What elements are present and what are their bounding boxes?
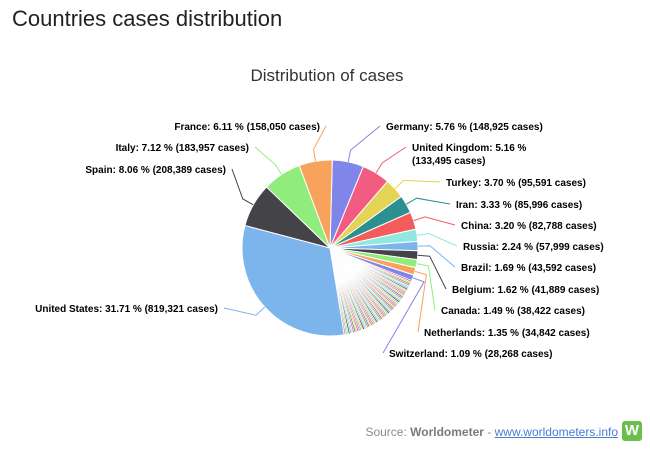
data-label-spain: Spain: 8.06 % (208,389 cases) [85,165,226,176]
data-label-france: France: 6.11 % (158,050 cases) [174,122,320,133]
worldometer-logo[interactable]: W [622,421,642,441]
label-connector [414,270,427,333]
data-label-brazil: Brazil: 1.69 % (43,592 cases) [461,263,596,274]
data-label-united-kingdom: United Kingdom: 5.16 % [412,143,527,154]
data-label-germany: Germany: 5.76 % (148,925 cases) [386,122,543,133]
label-connector [394,179,441,189]
source-credit: Source: Worldometer - www.worldometers.i… [365,425,618,439]
data-label-switzerland: Switzerland: 1.09 % (28,268 cases) [389,349,552,360]
source-name: Worldometer [410,425,484,439]
source-prefix: Source: [365,425,411,439]
source-separator: - [483,425,495,439]
label-connectors [223,125,458,354]
label-connector [347,125,381,163]
data-label-united-kingdom: (133,495 cases) [412,156,485,167]
pie-slice-united-states[interactable] [241,224,345,337]
data-label-canada: Canada: 1.49 % (38,422 cases) [441,306,585,317]
data-labels: Germany: 5.76 % (148,925 cases) United Ki… [35,122,604,360]
label-connector [417,254,447,290]
label-connector [231,168,254,206]
pie-slices [241,159,419,337]
label-connector [223,306,266,316]
data-label-netherlands: Netherlands: 1.35 % (34,842 cases) [424,328,590,339]
data-label-belgium: Belgium: 1.62 % (41,889 cases) [452,285,599,296]
source-link[interactable]: www.worldometers.info [494,425,618,439]
chart-title: Distribution of cases [250,66,403,85]
label-connector [375,146,407,174]
label-connector [312,125,327,162]
label-connector [406,197,451,205]
label-connector [417,245,456,268]
label-connector [413,216,456,226]
data-label-turkey: Turkey: 3.70 % (95,591 cases) [446,178,586,189]
pie-chart: Distribution of cases Germany: 5.76 % (1… [35,66,604,360]
data-label-united-states: United States: 31.71 % (819,321 cases) [35,304,218,315]
label-connector [382,277,425,354]
data-label-china: China: 3.20 % (82,788 cases) [461,221,597,232]
data-label-iran: Iran: 3.33 % (85,996 cases) [456,200,582,211]
label-connector [416,263,436,311]
data-label-italy: Italy: 7.12 % (183,957 cases) [116,143,249,154]
label-connector [254,146,283,175]
label-connector [417,232,458,247]
pie-slice-france[interactable] [298,159,333,249]
data-label-russia: Russia: 2.24 % (57,999 cases) [463,242,604,253]
page-title: Countries cases distribution [12,6,283,31]
